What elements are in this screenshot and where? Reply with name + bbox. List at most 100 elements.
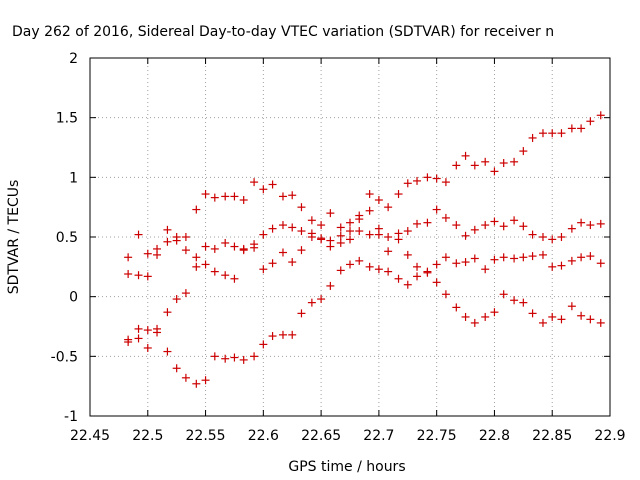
data-point — [499, 290, 508, 299]
data-point — [557, 315, 566, 324]
data-point — [577, 311, 586, 320]
chart-title: Day 262 of 2016, Sidereal Day-to-day VTE… — [12, 24, 554, 40]
data-point — [307, 229, 316, 238]
data-point — [461, 151, 470, 160]
data-point — [230, 353, 239, 362]
data-point — [365, 262, 374, 271]
x-tick-label: 22.45 — [70, 428, 110, 444]
data-point — [181, 373, 190, 382]
data-point — [346, 235, 354, 244]
data-point — [230, 242, 239, 251]
data-point — [403, 280, 412, 289]
data-point — [384, 203, 393, 212]
data-point — [384, 267, 393, 276]
data-point — [528, 252, 537, 261]
data-point — [490, 167, 499, 176]
y-tick-label: 1.5 — [56, 111, 78, 127]
data-point — [326, 281, 335, 290]
y-tick-label: 0 — [69, 290, 78, 306]
data-point — [172, 364, 181, 373]
data-point — [548, 129, 557, 138]
x-tick-label: 22.55 — [186, 428, 226, 444]
data-point — [519, 298, 528, 307]
x-tick-label: 22.75 — [417, 428, 457, 444]
data-point — [192, 253, 201, 262]
data-point — [355, 256, 364, 265]
data-point — [221, 271, 230, 280]
data-point — [239, 244, 248, 253]
data-point — [490, 308, 499, 317]
data-point — [394, 274, 403, 283]
data-point — [288, 191, 297, 200]
data-point — [557, 233, 566, 241]
data-point — [143, 249, 152, 258]
data-point — [557, 129, 566, 138]
data-point — [134, 334, 143, 343]
data-point — [230, 192, 239, 201]
data-point — [374, 224, 383, 233]
data-point — [470, 318, 479, 327]
data-point — [538, 250, 547, 259]
y-tick-label: 1 — [69, 170, 78, 186]
x-tick-label: 22.65 — [301, 428, 341, 444]
data-point — [470, 225, 479, 234]
y-axis-label: SDTVAR / TECUs — [6, 180, 22, 295]
x-tick-label: 22.8 — [479, 428, 510, 444]
data-point — [172, 295, 181, 304]
data-point — [423, 267, 432, 276]
data-point — [432, 260, 441, 269]
data-point — [239, 355, 248, 364]
data-point — [499, 159, 508, 168]
data-point — [346, 218, 354, 227]
data-point — [441, 213, 450, 222]
data-point — [143, 343, 152, 352]
data-point — [528, 309, 537, 318]
data-point — [499, 222, 508, 231]
data-point — [124, 253, 133, 262]
data-point — [461, 312, 470, 321]
data-point — [268, 259, 277, 268]
data-point — [538, 318, 547, 327]
data-point — [163, 347, 172, 356]
data-point — [192, 262, 201, 271]
data-point — [181, 289, 190, 298]
data-point — [143, 326, 152, 335]
data-point — [250, 243, 259, 252]
y-tick-label: 0.5 — [56, 230, 78, 246]
data-point — [384, 233, 393, 241]
data-point — [394, 190, 403, 199]
data-point — [452, 161, 461, 170]
data-point — [577, 124, 586, 133]
data-point — [346, 260, 354, 269]
data-point — [586, 252, 595, 261]
data-point — [278, 330, 287, 339]
data-point — [519, 222, 528, 231]
data-point — [432, 174, 441, 183]
data-point — [567, 256, 576, 265]
data-point — [250, 178, 259, 187]
data-point — [441, 253, 450, 262]
data-point — [210, 267, 219, 276]
data-point — [336, 238, 345, 247]
data-point — [307, 216, 316, 225]
data-point — [181, 233, 190, 241]
data-point — [201, 242, 210, 251]
x-tick-label: 22.6 — [248, 428, 279, 444]
data-point — [510, 157, 519, 166]
data-point — [596, 318, 605, 327]
x-axis-label: GPS time / hours — [288, 459, 405, 475]
data-point — [134, 324, 143, 333]
data-point — [403, 179, 412, 188]
data-point — [577, 218, 586, 227]
data-point — [346, 227, 354, 236]
data-point — [394, 229, 403, 238]
data-point — [490, 255, 499, 264]
data-point — [365, 206, 374, 215]
data-point — [528, 133, 537, 142]
data-point — [519, 147, 528, 156]
data-point — [210, 352, 219, 361]
data-point — [538, 129, 547, 138]
data-point — [596, 111, 605, 120]
data-point — [432, 205, 441, 214]
data-point — [259, 340, 268, 349]
